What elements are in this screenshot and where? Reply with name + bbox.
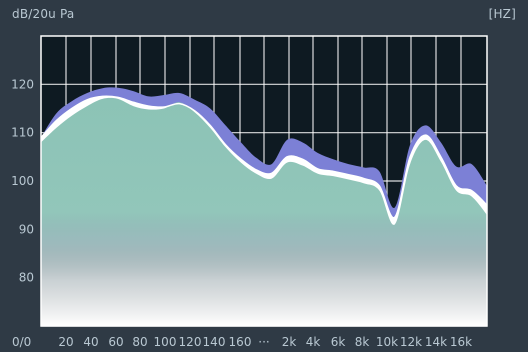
x-tick-label: 100 (154, 335, 177, 349)
x-axis-unit-label: [HZ] (488, 7, 516, 21)
x-tick-label: 14k (425, 335, 447, 349)
y-tick-label: 120 (11, 77, 34, 91)
y-tick-label: 80 (19, 271, 34, 285)
x-tick-label: 16k (450, 335, 472, 349)
y-tick-label: 100 (11, 174, 34, 188)
x-tick-label: 160 (229, 335, 252, 349)
y-tick-label: 90 (19, 222, 34, 236)
origin-label: 0/0 (12, 335, 31, 349)
x-tick-label: 40 (83, 335, 98, 349)
x-tick-label: ··· (258, 335, 269, 349)
x-tick-label: 4k (306, 335, 321, 349)
series-lower-area (41, 97, 487, 326)
y-tick-label: 110 (11, 126, 34, 140)
x-tick-label: 12k (400, 335, 422, 349)
x-tick-label: 120 (179, 335, 202, 349)
series-group (41, 87, 487, 326)
y-axis-unit-label: dB/20u Pa (12, 7, 75, 21)
x-tick-label: 20 (58, 335, 73, 349)
plot-frame (40, 35, 488, 327)
x-tick-label: 8k (355, 335, 370, 349)
x-tick-label: 10k (376, 335, 398, 349)
x-tick-label: 80 (132, 335, 147, 349)
x-tick-label: 2k (282, 335, 297, 349)
x-tick-label: 6k (331, 335, 346, 349)
x-tick-label: 60 (108, 335, 123, 349)
series-middle-line (41, 95, 487, 219)
x-tick-label: 140 (203, 335, 226, 349)
